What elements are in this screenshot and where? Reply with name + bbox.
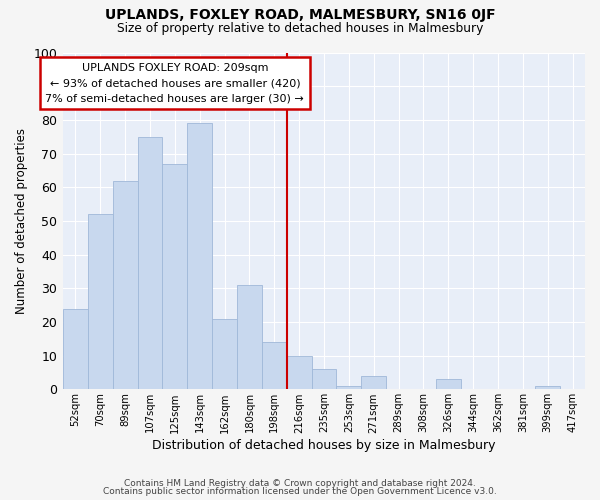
Text: UPLANDS FOXLEY ROAD: 209sqm
← 93% of detached houses are smaller (420)
7% of sem: UPLANDS FOXLEY ROAD: 209sqm ← 93% of det… [46, 62, 304, 104]
Text: Contains HM Land Registry data © Crown copyright and database right 2024.: Contains HM Land Registry data © Crown c… [124, 478, 476, 488]
X-axis label: Distribution of detached houses by size in Malmesbury: Distribution of detached houses by size … [152, 440, 496, 452]
Bar [137, 136, 163, 390]
Bar [187, 123, 212, 390]
Bar [113, 180, 137, 390]
Bar [163, 164, 187, 390]
Text: Contains public sector information licensed under the Open Government Licence v3: Contains public sector information licen… [103, 487, 497, 496]
Bar [535, 386, 560, 390]
Bar [237, 285, 262, 390]
Bar [88, 214, 113, 390]
Bar [212, 318, 237, 390]
Bar [311, 369, 337, 390]
Text: UPLANDS, FOXLEY ROAD, MALMESBURY, SN16 0JF: UPLANDS, FOXLEY ROAD, MALMESBURY, SN16 0… [104, 8, 496, 22]
Bar [287, 356, 311, 390]
Text: Size of property relative to detached houses in Malmesbury: Size of property relative to detached ho… [117, 22, 483, 35]
Bar [436, 380, 461, 390]
Bar [361, 376, 386, 390]
Bar [262, 342, 287, 390]
Bar [63, 308, 88, 390]
Y-axis label: Number of detached properties: Number of detached properties [15, 128, 28, 314]
Bar [337, 386, 361, 390]
